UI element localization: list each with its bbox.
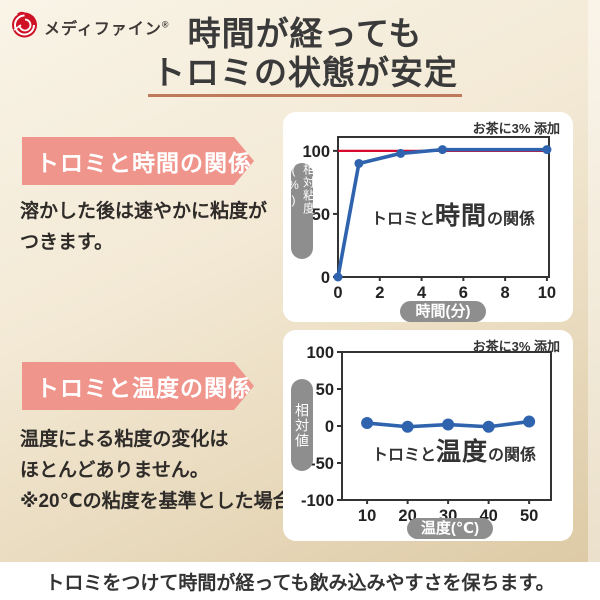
y-tick-label: 0 [325, 418, 334, 436]
section-label-temperature: トロミと温度の関係 [22, 362, 254, 410]
section-label-time: トロミと時間の関係 [22, 137, 254, 185]
desc-line: ほとんどありません。 [20, 460, 209, 481]
x-tick-label: 6 [459, 284, 468, 302]
title-line1: 時間が経っても [187, 15, 423, 52]
caption-emphasis: 温度 [436, 438, 489, 466]
title-line2: トロミの状態が安定 [148, 53, 462, 97]
data-point [361, 417, 374, 430]
section-desc-temperature: 温度による粘度の変化は ほとんどありません。 ※20℃の粘度を基準とした場合 [20, 424, 292, 517]
brand-rose-icon [12, 11, 37, 38]
data-point [401, 420, 414, 433]
data-point [354, 158, 364, 168]
y-tick-label: -100 [301, 492, 334, 510]
y-tick-label: 100 [306, 344, 334, 362]
section-label-time-text: トロミと時間の関係 [36, 150, 252, 176]
desc-line: 溶かした後は速やかに粘度が [20, 201, 268, 222]
data-point [482, 420, 495, 433]
section-label-temperature-text: トロミと温度の関係 [36, 375, 252, 401]
data-point [437, 145, 447, 155]
brand-name: メディファイン® [44, 15, 170, 39]
axes-box [337, 136, 550, 278]
data-point [542, 145, 552, 155]
time-chart-panel: 0 50 100 0 2 4 6 8 10 お茶に3% 添加 相対粘度(%) 時間(分) トロミ… [283, 112, 573, 322]
desc-line-note: ※20℃の粘度を基準とした場合 [20, 491, 292, 512]
x-tick-label: 2 [375, 284, 384, 302]
y-tick-label: 50 [312, 206, 330, 224]
caption-prefix: トロミと [372, 447, 437, 464]
footer-band: トロミをつけて時間が経っても飲み込みやすさを保ちます。 [0, 562, 600, 600]
x-tick-label: 50 [520, 507, 538, 525]
temperature-chart-ylabel-pill: 相対値 [291, 379, 313, 471]
y-tick-label: -50 [310, 455, 334, 473]
registered-mark: ® [161, 19, 170, 30]
x-tick-label: 4 [417, 284, 427, 302]
data-point [523, 415, 536, 428]
temperature-chart-caption: トロミと 温度 の関係 [372, 432, 536, 468]
x-tick-label: 10 [358, 507, 376, 525]
page-title: 時間が経っても トロミの状態が安定 [0, 14, 600, 97]
y-tick-label: 50 [316, 381, 334, 399]
time-chart-caption: トロミと 時間 の関係 [371, 196, 535, 232]
y-tick-label: 0 [321, 269, 330, 287]
temperature-chart-annotation: お茶に3% 添加 [472, 339, 560, 354]
time-chart-ylabel-pill: 相対粘度(%) [287, 163, 316, 259]
x-tick-label: 10 [538, 284, 556, 302]
data-point [333, 272, 343, 282]
temperature-chart-xlabel-pill: 温度(℃) [407, 518, 493, 539]
data-point [396, 148, 406, 158]
time-chart-annotation: お茶に3% 添加 [472, 121, 560, 136]
temperature-chart-panel: 100 50 0 -50 -100 10 20 30 40 50 お茶に3% 添加 相対値 温度(… [283, 330, 573, 541]
background-edge-highlight [588, 0, 600, 562]
y-tick-label: 100 [302, 143, 330, 161]
desc-line: つきます。 [20, 232, 114, 253]
caption-suffix: の関係 [488, 447, 537, 464]
desc-line: 温度による粘度の変化は [20, 429, 229, 450]
brand-text: メディファイン [44, 21, 162, 38]
footer-text: トロミをつけて時間が経っても飲み込みやすさを保ちます。 [45, 572, 555, 594]
data-point [442, 418, 455, 431]
caption-suffix: の関係 [487, 211, 536, 228]
x-tick-label: 0 [333, 284, 342, 302]
caption-emphasis: 時間 [435, 202, 488, 230]
caption-prefix: トロミと [371, 211, 436, 228]
x-tick-label: 8 [501, 284, 510, 302]
time-chart-plot: 0 50 100 0 2 4 6 8 10 [302, 136, 556, 302]
time-chart-xlabel-pill: 時間(分) [400, 301, 486, 322]
section-desc-time: 溶かした後は速やかに粘度が つきます。 [20, 196, 267, 258]
